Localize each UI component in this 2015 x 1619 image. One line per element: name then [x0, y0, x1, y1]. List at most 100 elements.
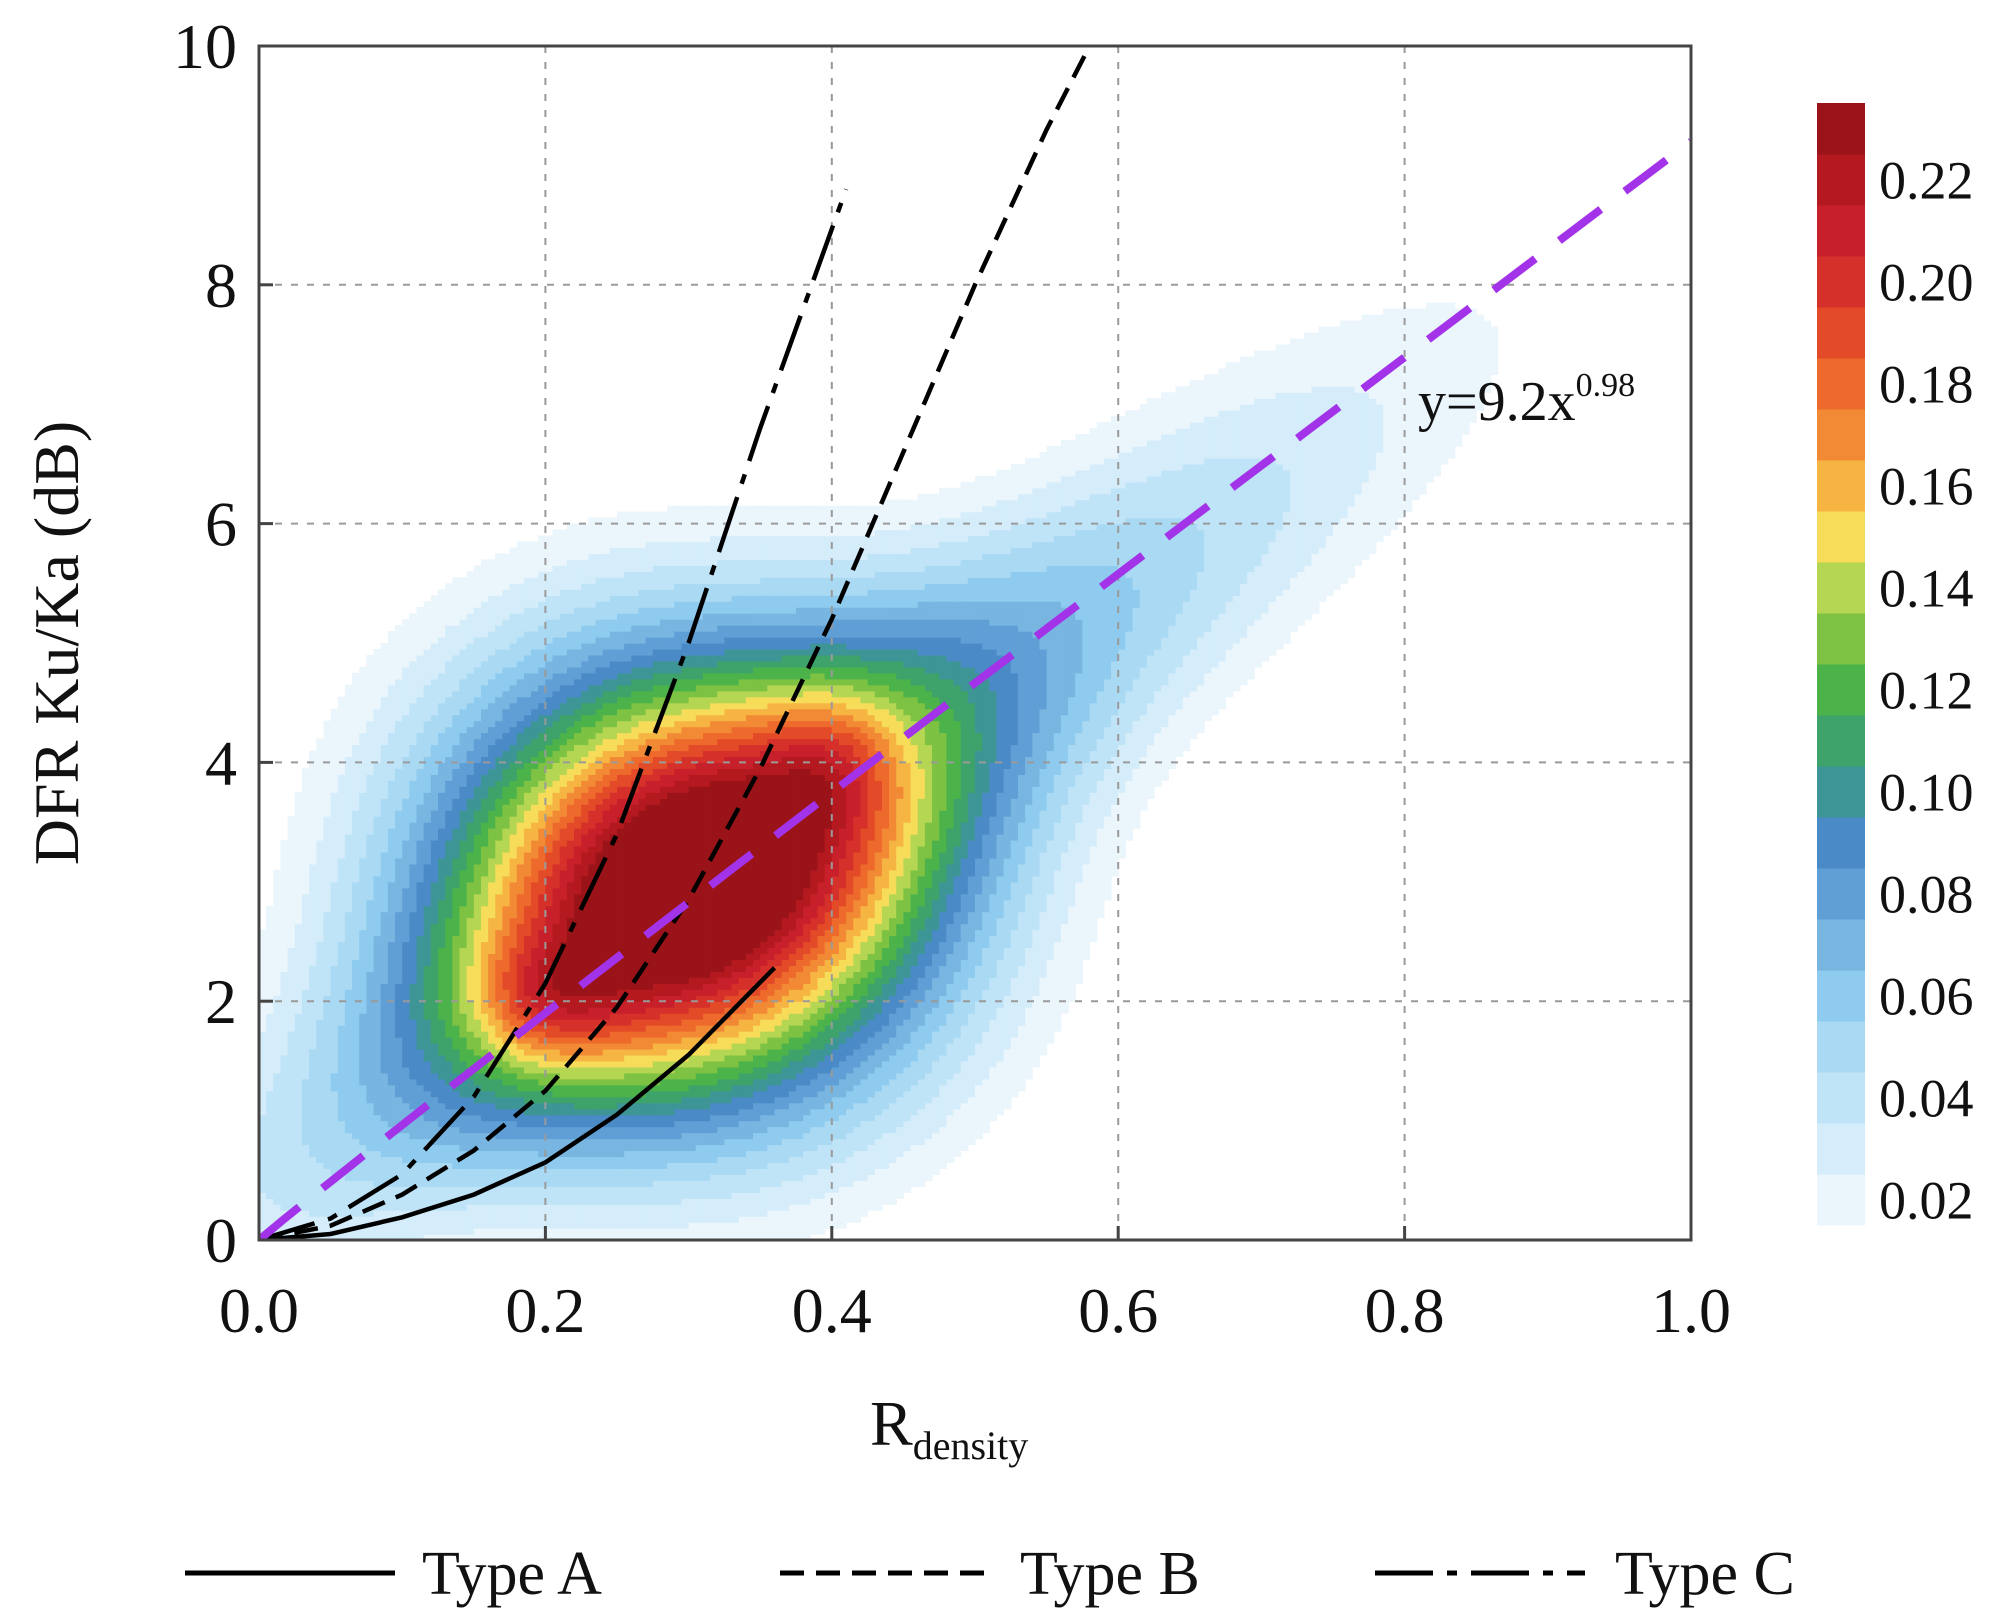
contour-cell [638, 744, 647, 758]
contour-cell [745, 774, 754, 955]
contour-cell [609, 517, 618, 549]
contour-cell [853, 708, 862, 722]
contour-cell [495, 1001, 504, 1020]
contour-cell [1060, 762, 1069, 805]
contour-cell [674, 738, 683, 752]
contour-cell [824, 828, 833, 865]
contour-cell [960, 690, 969, 823]
contour-cell [702, 696, 711, 710]
contour-cell [910, 1114, 919, 1146]
contour-cell [681, 666, 690, 680]
contour-cell [659, 1037, 668, 1044]
contour-cell [760, 696, 768, 710]
contour-cell [932, 1132, 940, 1175]
contour-cell [495, 720, 504, 740]
contour-cell [466, 917, 475, 966]
contour-cell [452, 1210, 461, 1235]
contour-cell [838, 1001, 847, 1014]
contour-cell [459, 1150, 468, 1169]
contour-cell [803, 768, 811, 889]
contour-cell [502, 1096, 511, 1110]
contour-cell [745, 625, 754, 638]
contour-cell [946, 565, 955, 584]
contour-cell [1003, 1048, 1012, 1110]
contour-cell [760, 1090, 768, 1104]
contour-cell [330, 1072, 339, 1092]
contour-cell [566, 1037, 575, 1044]
contour-cell [896, 637, 904, 650]
contour-cell [753, 1078, 761, 1092]
contour-cell [502, 750, 511, 769]
contour-cell [1082, 804, 1091, 865]
contour-cell [817, 1108, 826, 1128]
contour-cell [710, 732, 718, 746]
contour-cell [838, 654, 847, 668]
contour-cell [702, 654, 711, 668]
contour-cell [803, 607, 811, 626]
contour-cell [574, 607, 582, 632]
contour-cell [846, 666, 854, 680]
contour-cell [652, 1025, 661, 1038]
contour-cell [445, 1210, 453, 1235]
contour-cell [652, 1138, 661, 1152]
contour-cell [967, 911, 976, 943]
contour-cell [645, 1001, 654, 1008]
contour-cell [903, 714, 912, 734]
colorbar-tick-label: 0.20 [1879, 253, 1974, 313]
contour-cell [509, 857, 518, 883]
contour-cell [1111, 714, 1119, 758]
contour-cell [552, 1156, 561, 1169]
contour-cell [667, 1204, 675, 1229]
contour-cell [624, 1102, 632, 1116]
contour-cell [581, 702, 589, 716]
contour-cell [674, 1013, 683, 1026]
contour-cell [824, 929, 833, 943]
contour-cell [638, 678, 647, 692]
contour-cell [617, 1084, 625, 1098]
contour-cell [609, 1126, 618, 1140]
contour-cell [631, 756, 640, 769]
contour-cell [760, 559, 768, 578]
contour-cell [638, 1204, 647, 1229]
contour-cell [867, 917, 876, 937]
contour-cell [774, 648, 783, 662]
contour-cell [810, 1048, 819, 1068]
contour-cell [767, 1114, 776, 1128]
contour-cell [996, 499, 1005, 531]
contour-cell [889, 1037, 897, 1056]
contour-cell [1039, 708, 1048, 769]
contour-cell [1139, 481, 1148, 519]
contour-cell [796, 720, 804, 728]
contour-cell [767, 1007, 776, 1020]
contour-cell [588, 1054, 597, 1062]
contour-cell [932, 583, 940, 602]
contour-cell [724, 1114, 733, 1128]
contour-cell [896, 660, 904, 680]
contour-cell [538, 810, 546, 829]
contour-cell [910, 869, 919, 895]
contour-cell [810, 1174, 819, 1199]
contour-cell [452, 1168, 461, 1187]
contour-cell [523, 1228, 532, 1240]
contour-cell [717, 702, 725, 716]
contour-cell [423, 1138, 432, 1163]
contour-cell [767, 935, 776, 949]
contour-cell [1039, 487, 1048, 519]
contour-cell [459, 905, 468, 949]
contour-cell [810, 672, 819, 686]
contour-cell [767, 983, 776, 996]
contour-cell [1032, 541, 1041, 572]
contour-cell [559, 798, 568, 817]
contour-cell [781, 1096, 790, 1110]
contour-cell [838, 637, 847, 644]
contour-cell [817, 881, 826, 907]
contour-cell [337, 857, 346, 943]
contour-cell [695, 583, 704, 602]
contour-cell [1096, 780, 1105, 829]
contour-cell [917, 1108, 926, 1146]
contour-cell [753, 1054, 761, 1068]
contour-cell [1075, 434, 1083, 471]
contour-cell [688, 1001, 697, 1008]
contour-cell [695, 744, 704, 758]
contour-cell [796, 696, 804, 704]
